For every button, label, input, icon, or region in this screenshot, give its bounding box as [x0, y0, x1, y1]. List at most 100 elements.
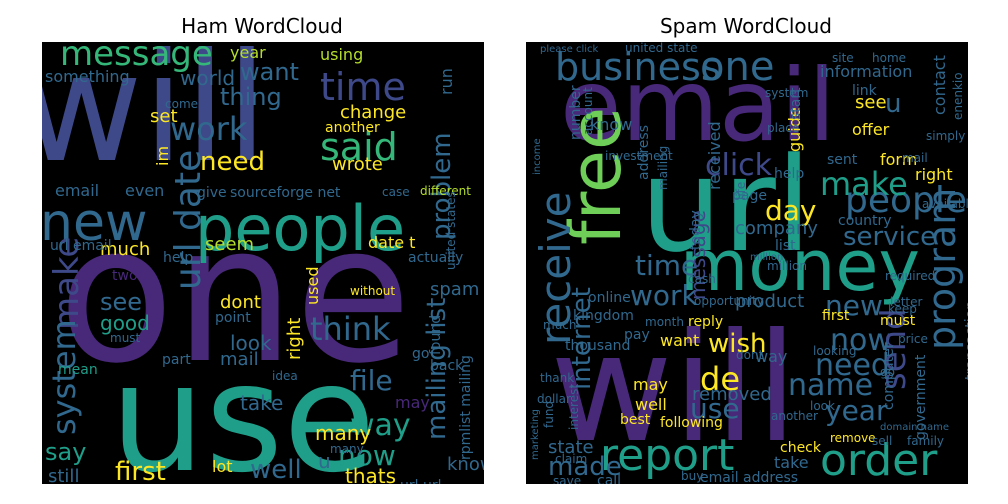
ham-word: want [240, 58, 299, 86]
ham-word: help [163, 250, 193, 266]
spam-word: contact [930, 55, 949, 115]
ham-word: another [325, 120, 380, 136]
ham-word: make [47, 237, 87, 330]
spam-word: marketing [530, 409, 541, 460]
ham-word: url date [168, 150, 209, 290]
ham-word: url url [400, 478, 442, 484]
spam-word: program [920, 188, 964, 350]
ham-word: give [197, 185, 227, 201]
spam-word: letter [890, 295, 923, 309]
spam-word: family [907, 434, 944, 448]
spam-word: transaction [963, 301, 968, 380]
spam-word: service [843, 222, 936, 252]
ham-word: year [230, 43, 266, 62]
spam-word: online [588, 290, 631, 306]
spam-word: take [774, 453, 809, 472]
spam-word: first [822, 308, 850, 324]
ham-word: way [350, 408, 411, 443]
ham-word: case [382, 185, 410, 199]
spam-word: available [922, 197, 968, 211]
ham-word: will [42, 42, 268, 196]
ham-word: something [45, 67, 130, 86]
ham-word: time [320, 65, 406, 109]
spam-word: address [636, 125, 652, 180]
spam-word: sent [827, 152, 858, 168]
ham-word: two [112, 268, 138, 284]
spam-word: today [688, 210, 704, 250]
spam-word: money [680, 225, 920, 307]
spam-word: another [771, 409, 818, 423]
spam-word: million [767, 259, 807, 273]
ham-word: much [100, 239, 150, 260]
ham-word: well [250, 455, 302, 484]
spam-word: start [788, 87, 804, 120]
ham-word: url email [50, 238, 112, 254]
spam-word: may [633, 375, 668, 394]
ham-word: using [320, 45, 363, 64]
spam-word: offer [852, 120, 890, 139]
ham-word: use [110, 332, 376, 484]
spam-word: send [874, 308, 914, 390]
ham-word: system [45, 319, 83, 435]
ham-word: united states [444, 191, 458, 270]
spam-word: best [620, 412, 651, 428]
spam-word: state [548, 437, 594, 458]
ham-word: message [60, 42, 213, 74]
spam-word: name [788, 368, 873, 403]
spam-word: interest [567, 384, 581, 430]
ham-word: dont [220, 292, 261, 313]
ham-word: thats [345, 464, 396, 484]
spam-word: buy [681, 469, 703, 483]
spam-word: free [555, 107, 637, 245]
spam-word: received [705, 121, 724, 190]
spam-word: save [553, 474, 581, 484]
spam-word: information [820, 62, 912, 81]
spam-word: thank [540, 371, 574, 385]
ham-word: email [55, 181, 99, 200]
spam-word: email address [700, 470, 798, 484]
ham-word: good [100, 311, 150, 335]
spam-word: guide [785, 107, 804, 152]
ham-word: problem [427, 132, 457, 240]
ham-word: seem [205, 234, 254, 255]
ham-word: world [180, 66, 235, 90]
ham-word: mailing list [422, 298, 452, 440]
spam-word: will [550, 302, 798, 476]
spam-word: life [734, 182, 748, 200]
spam-word: claim [555, 452, 587, 466]
ham-word: file [350, 364, 393, 397]
spam-word: removed [692, 384, 772, 405]
spam-word: sell [872, 434, 892, 448]
spam-word: see [855, 92, 887, 113]
ham-word: mail [220, 349, 259, 370]
ham-word: back [430, 358, 464, 374]
ham-word: point [215, 310, 251, 326]
spam-word: u [885, 89, 901, 119]
ham-word: part [162, 352, 191, 368]
spam-word: remove [830, 431, 876, 445]
spam-word: message [686, 210, 710, 300]
spam-word: link [852, 83, 878, 99]
spam-word: price [898, 332, 928, 346]
spam-word: simply [926, 129, 965, 143]
ham-word: one [58, 184, 412, 405]
ham-cloud-title: Ham WordCloud [181, 14, 343, 38]
spam-word: wish [708, 329, 767, 359]
ham-word: used [303, 267, 322, 305]
ham-word: rpmlist mailing [458, 355, 474, 460]
spam-word: thousand [565, 338, 630, 354]
spam-word: receive [531, 192, 580, 345]
ham-word: still [48, 466, 79, 484]
spam-word: fund [542, 401, 556, 428]
spam-word: dollar [537, 392, 571, 406]
ham-word: said [320, 125, 398, 169]
ham-word: actually [408, 250, 463, 266]
spam-word: want [660, 331, 699, 350]
spam-word: month [645, 315, 684, 329]
spam-word: need [815, 348, 890, 383]
spam-word: now [830, 323, 892, 358]
spam-word: made [548, 452, 622, 482]
ham-word: run [437, 68, 456, 95]
spam-word: mailing [656, 146, 670, 190]
